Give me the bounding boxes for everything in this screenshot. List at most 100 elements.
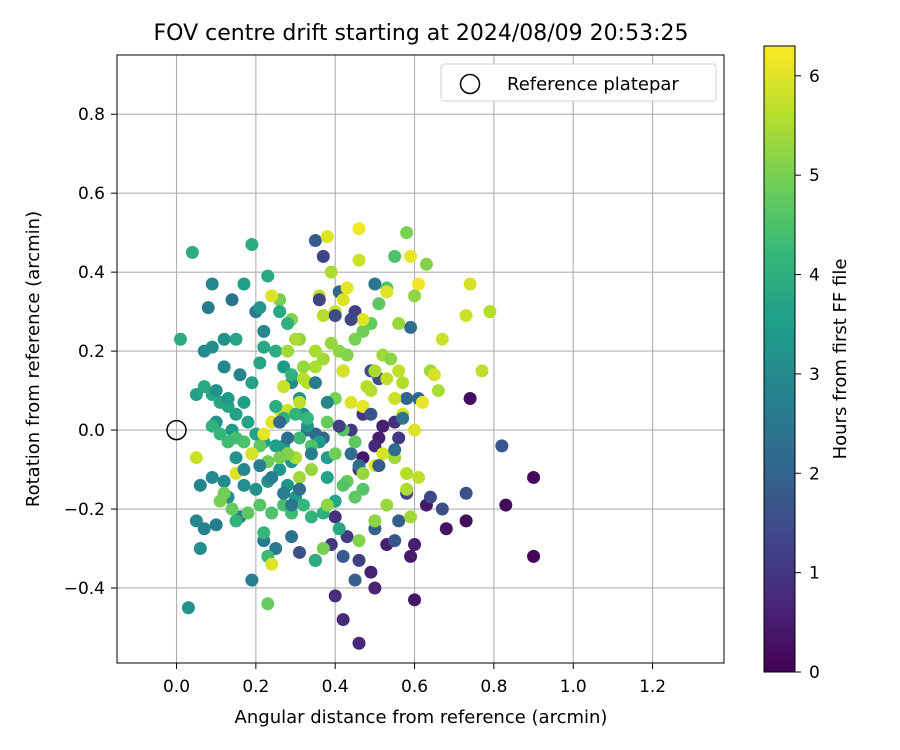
- data-point: [281, 431, 295, 445]
- data-point: [376, 419, 390, 433]
- reference-marker: [166, 419, 187, 441]
- data-point: [221, 435, 235, 449]
- data-point: [205, 419, 219, 433]
- data-point: [308, 234, 322, 248]
- data-point: [376, 447, 390, 461]
- data-point: [328, 309, 342, 323]
- data-point: [229, 451, 243, 465]
- data-point: [304, 447, 318, 461]
- data-point: [292, 431, 306, 445]
- data-point: [368, 514, 382, 528]
- data-point: [245, 447, 259, 461]
- data-point: [304, 510, 318, 524]
- plot-frame: [116, 54, 725, 664]
- data-point: [316, 352, 330, 366]
- data-point: [221, 391, 235, 405]
- data-point: [316, 542, 330, 556]
- data-point: [483, 305, 497, 319]
- colorbar-tick-label: 2: [809, 464, 820, 484]
- data-point: [336, 613, 350, 627]
- data-point: [320, 230, 334, 244]
- data-point: [296, 498, 310, 512]
- data-point: [475, 364, 489, 378]
- data-point: [364, 384, 378, 398]
- data-point: [400, 466, 414, 480]
- data-point: [404, 320, 418, 334]
- colorbar-tick-label: 0: [809, 663, 820, 683]
- x-axis-label: Angular distance from reference (arcmin): [235, 707, 608, 728]
- data-point: [356, 324, 370, 338]
- data-point: [495, 439, 509, 453]
- data-point: [400, 391, 414, 405]
- colorbar-gradient: [763, 45, 796, 673]
- data-point: [296, 372, 310, 386]
- data-point: [241, 415, 255, 429]
- data-point: [229, 407, 243, 421]
- data-point: [388, 443, 402, 457]
- y-tick-label: 0.8: [78, 105, 105, 125]
- data-point: [364, 407, 378, 421]
- data-point: [348, 435, 362, 449]
- data-point: [388, 249, 402, 263]
- data-point: [459, 309, 473, 323]
- data-point: [396, 376, 410, 390]
- data-point: [408, 423, 422, 437]
- data-point: [189, 514, 203, 528]
- data-point: [499, 498, 513, 512]
- data-point: [320, 498, 334, 512]
- data-point: [237, 395, 251, 409]
- data-point: [328, 589, 342, 603]
- data-point: [308, 376, 322, 390]
- data-point: [400, 482, 414, 496]
- data-point: [412, 277, 426, 291]
- data-point: [384, 352, 398, 366]
- data-point: [300, 411, 314, 425]
- x-tick-label: 0.0: [163, 677, 190, 697]
- data-point: [348, 573, 362, 587]
- data-point: [308, 344, 322, 358]
- data-point: [427, 368, 441, 382]
- data-point: [273, 463, 287, 477]
- data-point: [292, 395, 306, 409]
- data-point: [352, 222, 366, 236]
- data-point: [245, 238, 259, 252]
- data-point: [261, 597, 275, 611]
- data-point: [197, 380, 211, 394]
- data-point: [261, 269, 275, 283]
- data-point: [340, 530, 354, 544]
- data-point: [253, 459, 267, 473]
- data-point: [415, 395, 429, 409]
- data-point: [209, 518, 223, 532]
- x-axis-ticks: 0.0 0.2 0.4 0.6 0.8 1.0 1.2: [163, 663, 666, 697]
- data-point: [205, 340, 219, 354]
- data-point: [209, 384, 223, 398]
- data-point: [281, 344, 295, 358]
- data-point: [189, 388, 203, 402]
- data-point: [368, 439, 382, 453]
- legend-box: [440, 63, 717, 102]
- data-point: [408, 289, 422, 303]
- data-point: [265, 289, 279, 303]
- data-point: [245, 376, 259, 390]
- data-point: [269, 399, 283, 413]
- data-point: [193, 542, 207, 556]
- colorbar-label: Hours from first FF file: [830, 259, 851, 460]
- data-point: [435, 502, 449, 516]
- data-point: [265, 506, 279, 520]
- data-point: [201, 301, 215, 315]
- data-point: [356, 466, 370, 480]
- data-point: [404, 549, 418, 563]
- data-point: [257, 526, 271, 540]
- data-point: [193, 478, 207, 492]
- data-point: [423, 490, 437, 504]
- data-point: [253, 498, 267, 512]
- y-axis-label: Rotation from reference (arcmin): [23, 211, 44, 507]
- data-point: [527, 470, 541, 484]
- data-point: [340, 348, 354, 362]
- data-point: [217, 360, 231, 374]
- data-point: [380, 372, 394, 386]
- data-point: [229, 514, 243, 528]
- y-tick-label: 0.6: [78, 184, 105, 204]
- data-point: [459, 486, 473, 500]
